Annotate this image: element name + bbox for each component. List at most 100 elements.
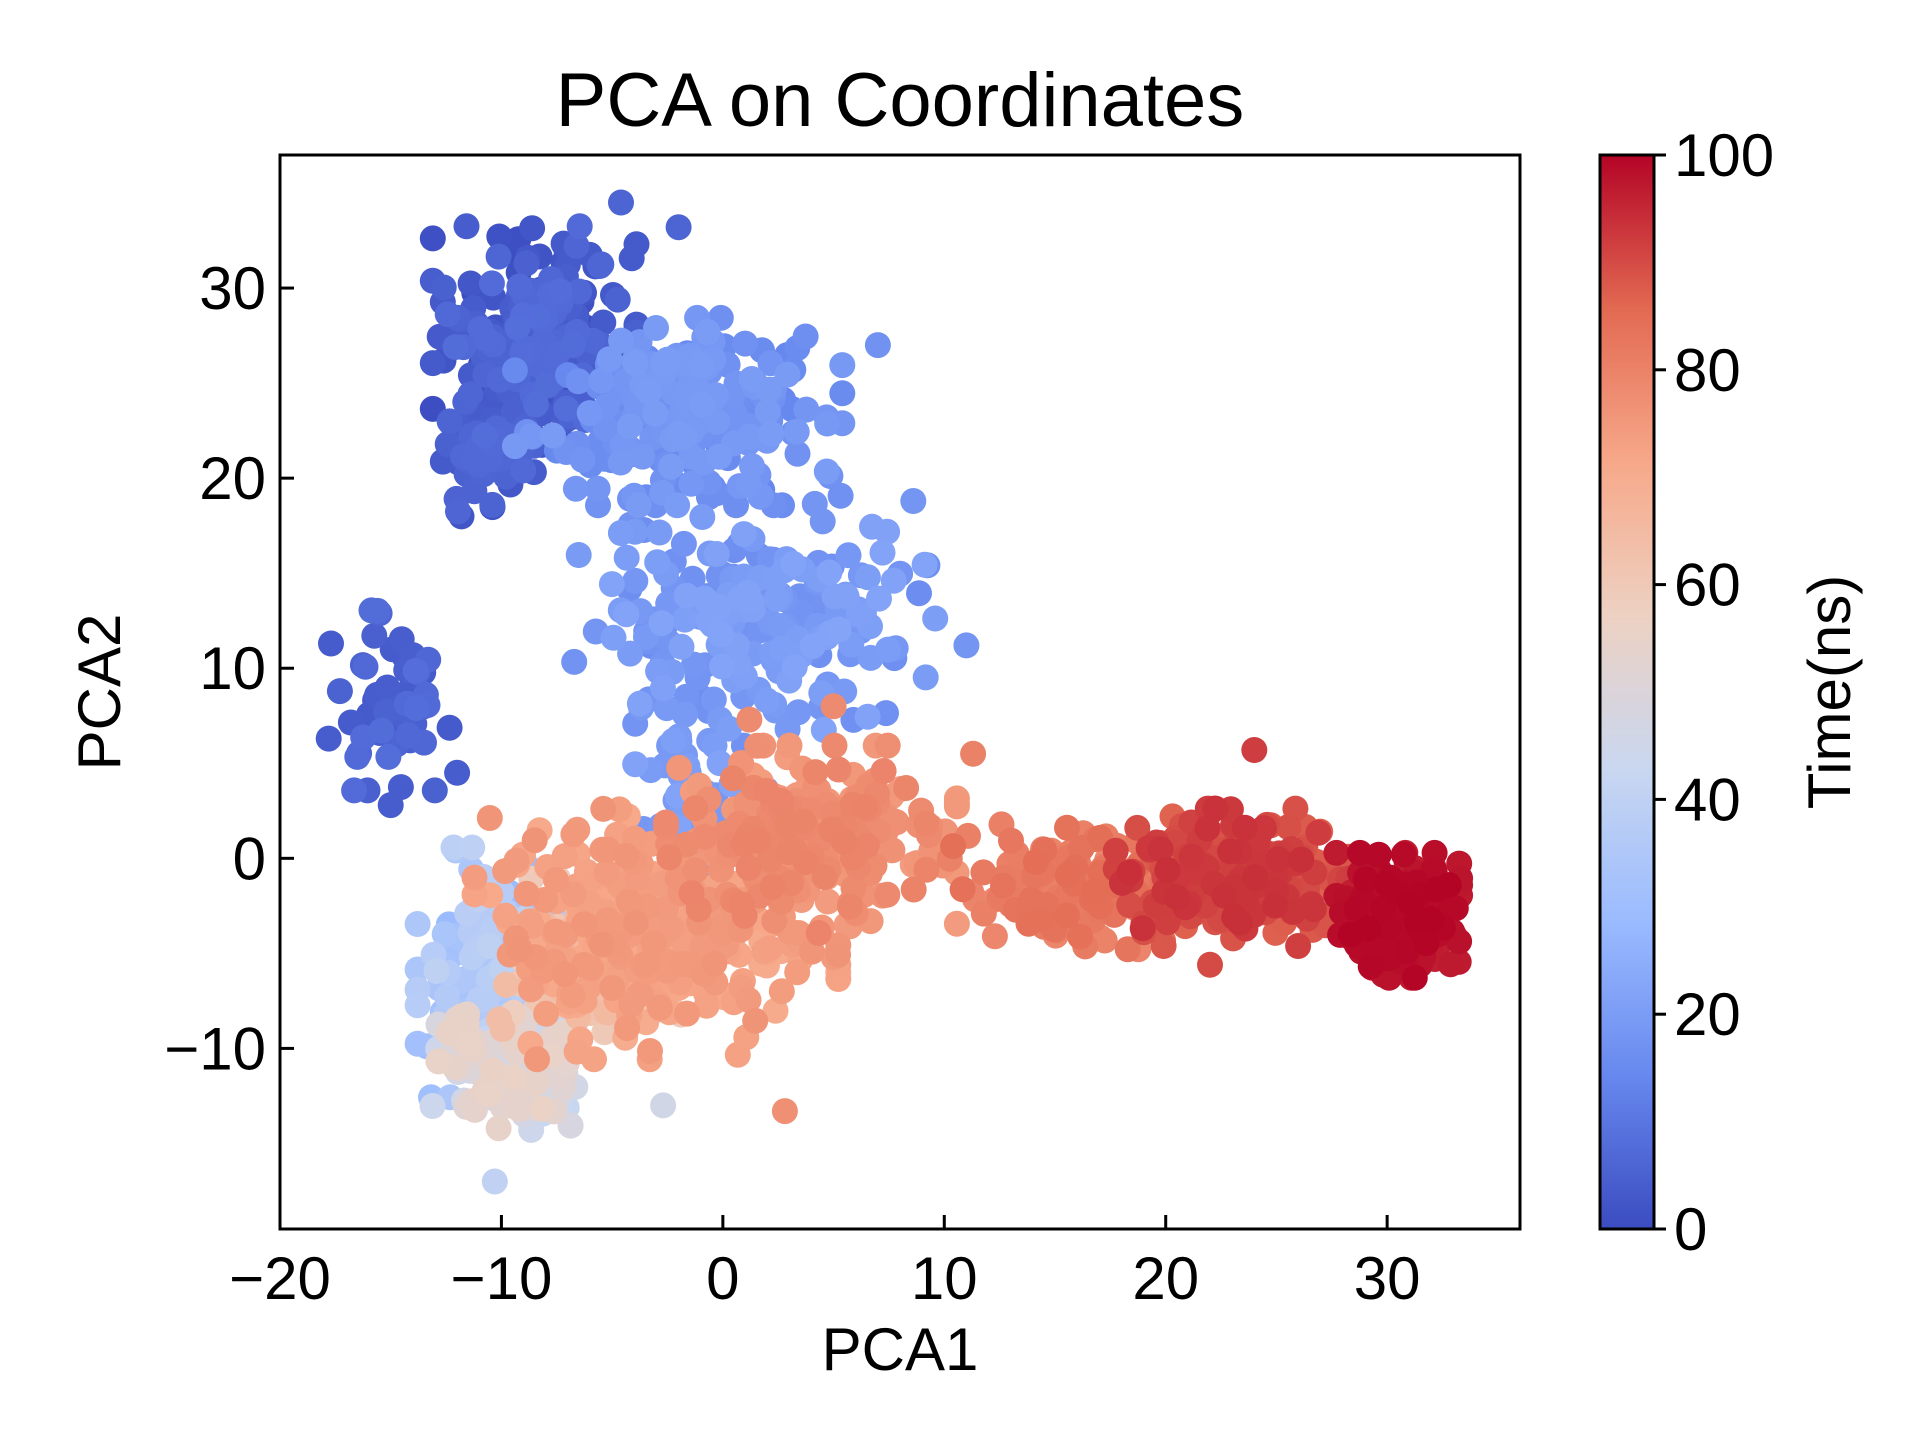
scatter-point — [622, 909, 649, 936]
scatter-point — [604, 286, 631, 313]
scatter-points — [315, 189, 1474, 1195]
scatter-point — [829, 352, 856, 379]
scatter-point — [774, 361, 801, 388]
scatter-point — [1305, 819, 1332, 846]
scatter-point — [922, 605, 949, 632]
scatter-point — [784, 959, 811, 986]
scatter-point — [551, 843, 578, 870]
colorbar-tick-label: 60 — [1674, 552, 1741, 619]
scatter-point — [640, 930, 667, 957]
scatter-point — [436, 408, 463, 435]
scatter-point — [754, 398, 781, 425]
scatter-point — [835, 542, 862, 569]
scatter-point — [715, 715, 742, 742]
scatter-point — [475, 1080, 502, 1107]
scatter-point — [481, 1168, 508, 1195]
scatter-point — [700, 686, 727, 713]
scatter-point — [768, 787, 794, 814]
scatter-point — [598, 571, 625, 598]
scatter-point — [723, 492, 749, 519]
scatter-point — [423, 957, 450, 984]
scatter-point — [521, 827, 548, 854]
scatter-point — [720, 765, 746, 792]
scatter-point — [506, 273, 533, 300]
scatter-point — [560, 881, 587, 908]
scatter-point — [644, 549, 671, 576]
colorbar-tick-label: 20 — [1674, 981, 1741, 1048]
scatter-point — [704, 408, 731, 435]
scatter-point — [565, 542, 592, 568]
scatter-point — [694, 319, 721, 345]
scatter-point — [739, 453, 765, 480]
scatter-point — [561, 648, 588, 675]
scatter-point — [870, 758, 897, 784]
scatter-point — [476, 933, 503, 960]
scatter-point — [736, 706, 763, 733]
scatter-point — [402, 657, 429, 684]
scatter-point — [368, 717, 395, 744]
scatter-point — [763, 585, 790, 612]
scatter-point — [459, 834, 486, 861]
scatter-point — [792, 323, 819, 350]
scatter-point — [430, 274, 457, 301]
scatter-point — [646, 994, 673, 1021]
scatter-point — [479, 1057, 506, 1084]
scatter-point — [492, 902, 519, 929]
scatter-point — [486, 223, 513, 250]
scatter-point — [607, 520, 634, 546]
scatter-point — [689, 391, 716, 418]
colorbar-axis: 0 20 40 60 80 100 — [1654, 122, 1774, 1263]
scatter-point — [592, 415, 619, 442]
scatter-point — [781, 654, 808, 681]
scatter-point — [1067, 923, 1094, 950]
scatter-point — [519, 215, 546, 242]
scatter-point — [456, 1031, 483, 1058]
scatter-point — [615, 888, 642, 915]
scatter-point — [821, 732, 848, 759]
scatter-point — [837, 893, 863, 920]
scatter-point — [1357, 953, 1384, 980]
scatter-point — [485, 243, 512, 270]
scatter-point — [854, 564, 881, 591]
scatter-point — [802, 759, 829, 786]
scatter-point — [479, 491, 506, 518]
scatter-point — [588, 931, 615, 958]
scatter-point — [649, 675, 676, 702]
scatter-point — [501, 357, 528, 384]
scatter-point — [648, 610, 675, 637]
scatter-point — [943, 790, 970, 817]
scatter-point — [618, 991, 645, 1018]
colorbar — [1598, 153, 1656, 1231]
scatter-point — [563, 232, 590, 259]
scatter-point — [1163, 884, 1190, 911]
scatter-point — [318, 630, 344, 657]
y-tick-label: 0 — [233, 825, 266, 892]
scatter-point — [445, 498, 471, 525]
scatter-point — [658, 453, 685, 480]
scatter-point — [626, 690, 653, 717]
scatter-point — [776, 732, 803, 759]
scatter-point — [771, 1098, 798, 1125]
scatter-point — [814, 410, 841, 437]
scatter-point — [1028, 906, 1055, 933]
scatter-point — [1147, 836, 1174, 863]
scatter-point — [501, 433, 528, 460]
scatter-point — [753, 687, 780, 714]
scatter-point — [341, 777, 368, 804]
scatter-point — [1275, 814, 1302, 840]
scatter-point — [492, 858, 519, 885]
scatter-point — [590, 795, 617, 822]
scatter-point — [453, 1010, 480, 1037]
scatter-point — [799, 633, 826, 660]
scatter-point — [476, 805, 503, 831]
colorbar-label: Time(ns) — [1796, 575, 1863, 809]
x-axis-label: PCA1 — [822, 1316, 979, 1383]
scatter-point — [436, 714, 463, 741]
scatter-point — [827, 482, 854, 509]
scatter-point — [560, 332, 586, 358]
scatter-point — [419, 225, 446, 252]
scatter-point — [1393, 938, 1420, 965]
scatter-point — [1091, 927, 1118, 954]
scatter-point — [758, 421, 785, 448]
scatter-point — [833, 583, 860, 610]
